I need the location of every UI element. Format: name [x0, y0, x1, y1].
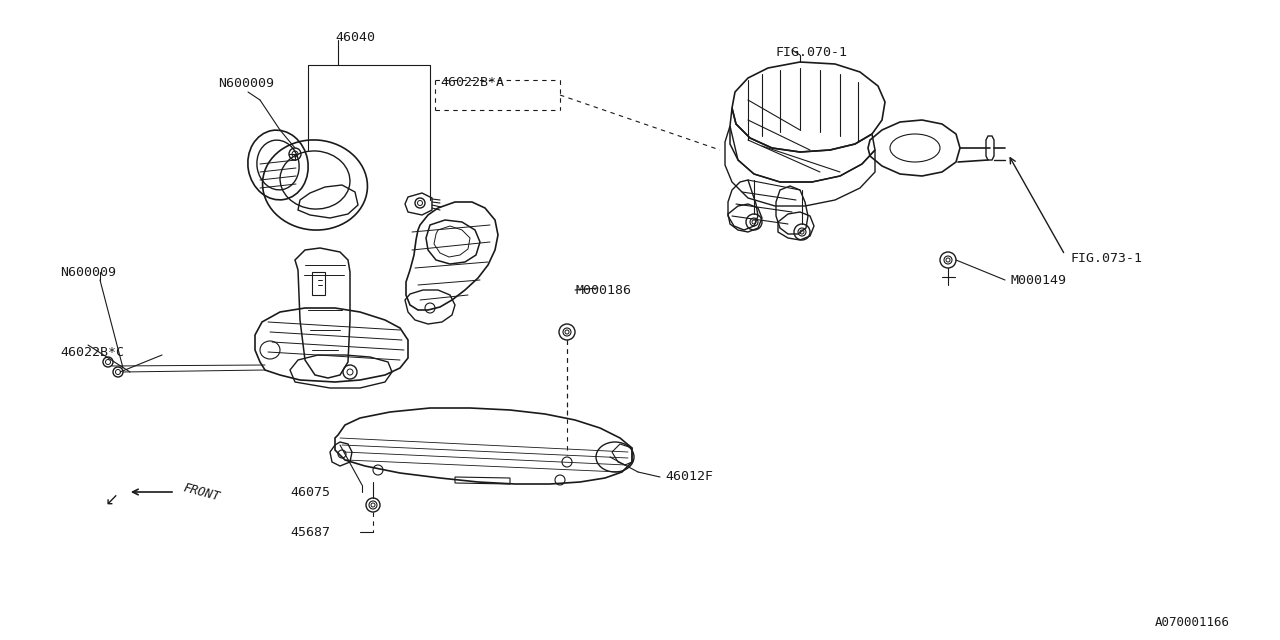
Text: M000186: M000186: [575, 284, 631, 296]
Text: 46075: 46075: [291, 486, 330, 499]
Text: FIG.073-1: FIG.073-1: [1070, 252, 1142, 264]
Text: 46012F: 46012F: [666, 470, 713, 483]
Text: ↙: ↙: [105, 491, 119, 509]
Text: 46022B*C: 46022B*C: [60, 346, 124, 358]
Text: 46040: 46040: [335, 31, 375, 44]
Text: M000149: M000149: [1010, 273, 1066, 287]
Text: FRONT: FRONT: [182, 481, 221, 503]
Text: A070001166: A070001166: [1155, 616, 1230, 628]
Text: 46022B*A: 46022B*A: [440, 76, 504, 88]
Text: N600009: N600009: [218, 77, 274, 90]
Text: 45687: 45687: [291, 525, 330, 538]
Text: FIG.070-1: FIG.070-1: [774, 45, 847, 58]
Text: N600009: N600009: [60, 266, 116, 278]
